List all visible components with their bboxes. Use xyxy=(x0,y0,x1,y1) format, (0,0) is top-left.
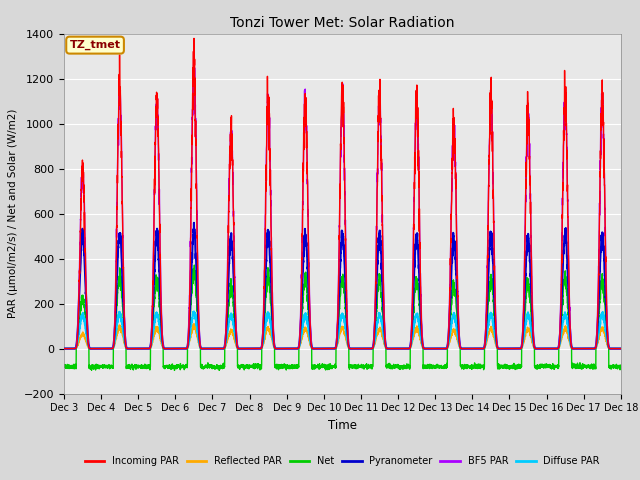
Net xyxy=(191,262,198,268)
Diffuse PAR xyxy=(616,346,624,351)
Pyranometer xyxy=(467,346,475,351)
Pyranometer xyxy=(60,346,68,351)
Reflected PAR xyxy=(189,321,197,327)
BF5 PAR xyxy=(322,346,330,351)
Net xyxy=(322,365,330,371)
BF5 PAR xyxy=(160,346,168,351)
Incoming PAR xyxy=(60,346,68,351)
BF5 PAR xyxy=(436,346,444,351)
BF5 PAR xyxy=(60,346,68,351)
Incoming PAR xyxy=(616,346,624,351)
Reflected PAR xyxy=(60,346,68,351)
Net xyxy=(160,364,168,370)
Incoming PAR xyxy=(190,36,198,41)
Net xyxy=(499,363,507,369)
Reflected PAR xyxy=(467,346,475,351)
BF5 PAR xyxy=(617,346,625,351)
Incoming PAR xyxy=(160,346,168,351)
Diffuse PAR xyxy=(160,346,168,351)
Net xyxy=(60,364,68,370)
Line: Incoming PAR: Incoming PAR xyxy=(64,38,621,348)
Net xyxy=(616,363,624,369)
Incoming PAR xyxy=(436,346,444,351)
Incoming PAR xyxy=(499,346,507,351)
Reflected PAR xyxy=(160,346,168,351)
Line: BF5 PAR: BF5 PAR xyxy=(64,51,621,348)
Pyranometer xyxy=(160,346,168,351)
Net xyxy=(617,364,625,370)
Net xyxy=(436,364,444,370)
BF5 PAR xyxy=(467,346,475,351)
Pyranometer xyxy=(190,220,198,226)
Reflected PAR xyxy=(617,346,625,351)
Pyranometer xyxy=(617,346,625,351)
Diffuse PAR xyxy=(467,346,475,351)
Line: Reflected PAR: Reflected PAR xyxy=(64,324,621,348)
Pyranometer xyxy=(499,346,507,351)
Pyranometer xyxy=(616,346,624,351)
Pyranometer xyxy=(436,346,444,351)
Incoming PAR xyxy=(467,346,475,351)
Incoming PAR xyxy=(322,346,330,351)
X-axis label: Time: Time xyxy=(328,419,357,432)
Y-axis label: PAR (μmol/m2/s) / Net and Solar (W/m2): PAR (μmol/m2/s) / Net and Solar (W/m2) xyxy=(8,109,18,318)
Incoming PAR xyxy=(617,346,625,351)
Reflected PAR xyxy=(616,346,624,351)
Reflected PAR xyxy=(499,346,507,351)
Line: Net: Net xyxy=(64,265,621,371)
Reflected PAR xyxy=(436,346,444,351)
Diffuse PAR xyxy=(190,309,198,314)
Net xyxy=(468,365,476,371)
Line: Diffuse PAR: Diffuse PAR xyxy=(64,312,621,348)
Text: TZ_tmet: TZ_tmet xyxy=(70,40,120,50)
BF5 PAR xyxy=(190,48,198,54)
Title: Tonzi Tower Met: Solar Radiation: Tonzi Tower Met: Solar Radiation xyxy=(230,16,454,30)
Diffuse PAR xyxy=(436,346,444,351)
Net xyxy=(171,368,179,373)
Diffuse PAR xyxy=(322,346,330,351)
Reflected PAR xyxy=(322,346,330,351)
Pyranometer xyxy=(322,346,330,351)
Diffuse PAR xyxy=(617,346,625,351)
BF5 PAR xyxy=(499,346,507,351)
Diffuse PAR xyxy=(499,346,507,351)
Legend: Incoming PAR, Reflected PAR, Net, Pyranometer, BF5 PAR, Diffuse PAR: Incoming PAR, Reflected PAR, Net, Pyrano… xyxy=(81,453,604,470)
Line: Pyranometer: Pyranometer xyxy=(64,223,621,348)
Diffuse PAR xyxy=(60,346,68,351)
BF5 PAR xyxy=(616,346,624,351)
